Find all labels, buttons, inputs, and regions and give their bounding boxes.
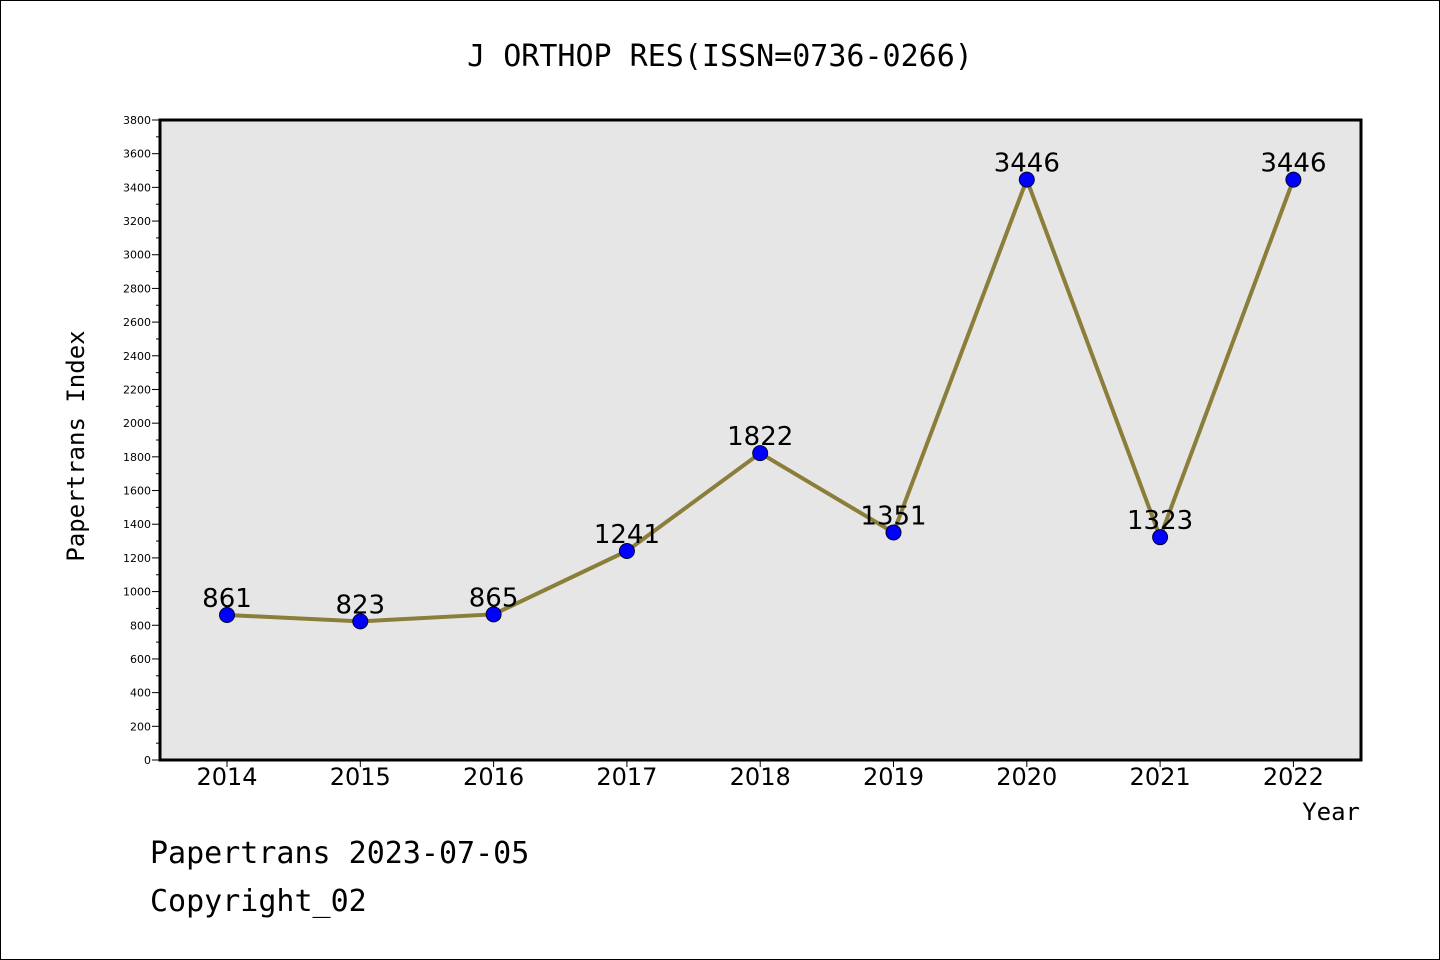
y-axis: 0 200 400 600 800 1000 1200 1400 1600 1800 2000 220…: [123, 114, 160, 767]
series-markers: [219, 171, 1302, 630]
y-tick-label: 800: [130, 619, 151, 632]
y-tick-label: 200: [130, 720, 151, 733]
x-tick-label: 2019: [863, 763, 924, 791]
data-point: [1285, 171, 1302, 188]
plot-area: [158, 118, 1363, 762]
data-label: 3446: [994, 149, 1060, 179]
footer-copyright: Copyright_02: [150, 884, 367, 919]
x-axis-title: Year: [1302, 798, 1360, 826]
data-point: [1152, 529, 1169, 546]
data-point: [352, 613, 369, 630]
y-tick-label: 1000: [123, 586, 151, 599]
data-labels: 861 823 865 1241 1822 1351 3446 1323 3446: [202, 149, 1326, 621]
y-tick-label: 3800: [123, 114, 151, 127]
y-tick-label: 3600: [123, 148, 151, 161]
y-tick-label: 0: [144, 754, 151, 767]
x-tick-label: 2014: [196, 763, 257, 791]
y-tick-label: 2400: [123, 350, 151, 363]
y-tick-label: 600: [130, 653, 151, 666]
y-tick-label: 1600: [123, 485, 151, 498]
x-tick-label: 2018: [730, 763, 791, 791]
data-point: [618, 542, 635, 559]
y-axis-title: Papertrans Index: [62, 330, 90, 561]
x-tick-label: 2017: [596, 763, 657, 791]
data-label: 3446: [1260, 149, 1326, 179]
data-label: 865: [469, 583, 519, 613]
x-tick-label: 2020: [996, 763, 1057, 791]
y-tick-label: 3000: [123, 249, 151, 262]
x-tick-label: 2015: [330, 763, 391, 791]
y-tick-label: 1400: [123, 518, 151, 531]
data-label: 1822: [727, 422, 793, 452]
chart-title: J ORTHOP RES(ISSN=0736-0266): [467, 39, 973, 74]
data-label: 861: [202, 584, 252, 614]
y-tick-label: 2800: [123, 282, 151, 295]
y-tick-label: 2200: [123, 383, 151, 396]
y-tick-label: 1200: [123, 552, 151, 565]
data-point: [752, 445, 769, 462]
data-label: 823: [335, 590, 385, 620]
data-point: [885, 524, 902, 541]
y-tick-label: 1800: [123, 451, 151, 464]
data-label: 1241: [594, 520, 660, 550]
footer-date: Papertrans 2023-07-05: [150, 836, 530, 871]
data-point: [219, 606, 235, 623]
y-tick-label: 3400: [123, 181, 151, 194]
x-axis: 2014 2015 2016 2017 2018 2019 2020 2021 2022: [196, 760, 1324, 791]
data-point: [485, 606, 502, 623]
data-label: 1323: [1127, 506, 1193, 536]
y-tick-label: 400: [130, 687, 151, 700]
y-tick-label: 2000: [123, 417, 151, 430]
data-point: [1018, 171, 1035, 188]
data-label: 1351: [860, 501, 926, 531]
x-tick-label: 2016: [463, 763, 524, 791]
y-tick-label: 3200: [123, 215, 151, 228]
x-tick-label: 2022: [1263, 763, 1324, 791]
x-tick-label: 2021: [1130, 763, 1191, 791]
y-tick-label: 2600: [123, 316, 151, 329]
